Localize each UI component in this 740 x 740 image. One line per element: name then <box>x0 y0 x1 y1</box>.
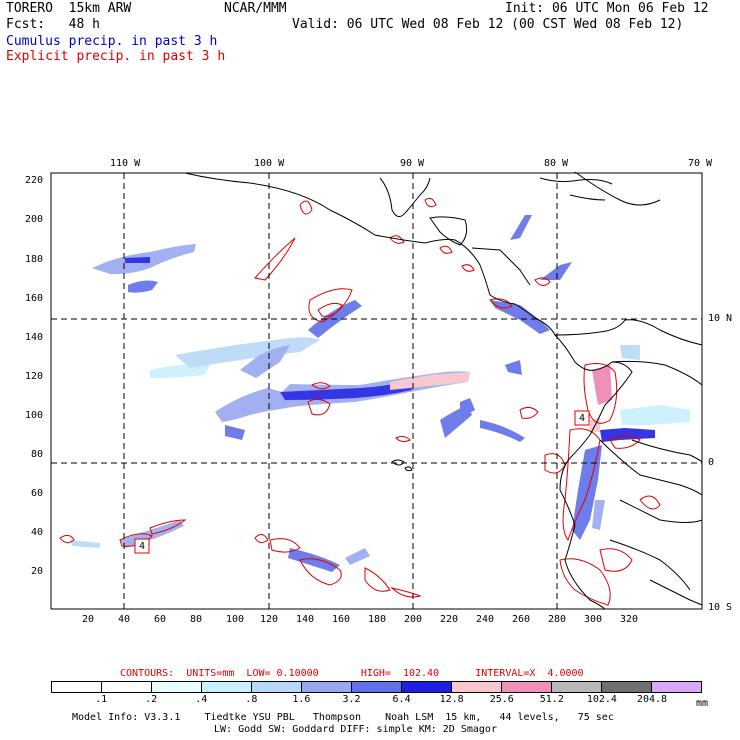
y-tick: 40 <box>31 527 44 538</box>
x-tick: 300 <box>584 614 603 625</box>
colorbar-swatch <box>251 682 301 692</box>
footer-model-info: Model Info: V3.3.1 Tiedtke YSU PBL Thomp… <box>72 712 614 723</box>
colorbar-label: 1.6 <box>292 694 311 705</box>
colorbar-swatch <box>351 682 401 692</box>
y-tick: 100 <box>25 410 44 421</box>
colorbar-label: 12.8 <box>439 694 464 705</box>
x-tick: 120 <box>260 614 279 625</box>
box-label-west: 4 <box>139 541 146 552</box>
contours-info: CONTOURS: UNITS=mm LOW= 0.10000 HIGH= 10… <box>120 668 584 679</box>
x-tick: 20 <box>82 614 95 625</box>
model-name: TORERO 15km ARW <box>6 1 132 16</box>
x-tick: 160 <box>332 614 351 625</box>
y-tick: 220 <box>25 175 44 186</box>
colorbar-swatch <box>201 682 251 692</box>
x-tick: 240 <box>476 614 495 625</box>
x-tick: 80 <box>190 614 203 625</box>
colorbar-label: 6.4 <box>392 694 411 705</box>
colorbar-label: .2 <box>145 694 158 705</box>
init-time: Init: 06 UTC Mon 06 Feb 12 <box>505 1 709 16</box>
colorbar-label: 25.6 <box>489 694 514 705</box>
lon-label-90w: 90 W <box>400 158 425 169</box>
colorbar <box>51 681 702 693</box>
lon-label-110w: 110 W <box>110 158 141 169</box>
colorbar-swatch <box>52 682 101 692</box>
colorbar-unit: mm <box>696 698 709 709</box>
x-tick: 280 <box>548 614 567 625</box>
y-tick: 140 <box>25 332 44 343</box>
colorbar-swatch <box>501 682 551 692</box>
x-tick: 320 <box>620 614 639 625</box>
x-tick: 100 <box>226 614 245 625</box>
colorbar-swatch <box>451 682 501 692</box>
lon-label-80w: 80 W <box>544 158 569 169</box>
legend-cumulus: Cumulus precip. in past 3 h <box>6 34 218 49</box>
colorbar-label: .8 <box>245 694 258 705</box>
organization: NCAR/MMM <box>224 1 287 16</box>
x-tick: 60 <box>154 614 167 625</box>
x-tick: 200 <box>404 614 423 625</box>
colorbar-label: .4 <box>195 694 208 705</box>
colorbar-labels: .1 .2 .4 .8 1.6 3.2 6.4 12.8 25.6 51.2 102.4 204.8 <box>51 694 702 706</box>
x-tick: 40 <box>118 614 131 625</box>
colorbar-label: .1 <box>95 694 108 705</box>
colorbar-swatch <box>401 682 451 692</box>
valid-time: Valid: 06 UTC Wed 08 Feb 12 (00 CST Wed … <box>292 17 684 32</box>
graticule <box>51 173 702 609</box>
colorbar-label: 204.8 <box>636 694 668 705</box>
y-tick: 160 <box>25 293 44 304</box>
y-tick: 80 <box>31 449 44 460</box>
lat-label-10n: 10 N <box>708 313 733 324</box>
box-label-east: 4 <box>579 413 586 424</box>
y-tick: 180 <box>25 254 44 265</box>
lon-label-100w: 100 W <box>254 158 285 169</box>
x-tick: 140 <box>296 614 315 625</box>
x-tick: 260 <box>512 614 531 625</box>
y-tick: 200 <box>25 214 44 225</box>
colorbar-label: 51.2 <box>539 694 564 705</box>
footer-physics: LW: Godd SW: Goddard DIFF: simple KM: 2D… <box>214 724 497 735</box>
colorbar-swatch <box>301 682 351 692</box>
colorbar-swatch <box>151 682 201 692</box>
explicit-precip-contours <box>59 197 661 606</box>
legend-explicit: Explicit precip. in past 3 h <box>6 49 226 64</box>
colorbar-swatch <box>651 682 701 692</box>
x-tick: 220 <box>440 614 459 625</box>
colorbar-swatch <box>101 682 151 692</box>
colorbar-swatch <box>551 682 601 692</box>
x-tick: 180 <box>368 614 387 625</box>
lat-label-0: 0 <box>708 457 715 468</box>
lon-label-70w: 70 W <box>688 158 713 169</box>
colorbar-label: 102.4 <box>586 694 617 705</box>
colorbar-swatch <box>601 682 651 692</box>
coastlines <box>184 171 703 610</box>
lat-label-10s: 10 S <box>708 602 733 613</box>
y-tick: 60 <box>31 488 44 499</box>
forecast-hour: Fcst: 48 h <box>6 17 100 32</box>
y-tick: 20 <box>31 566 44 577</box>
colorbar-label: 3.2 <box>342 694 361 705</box>
y-tick: 120 <box>25 371 44 382</box>
